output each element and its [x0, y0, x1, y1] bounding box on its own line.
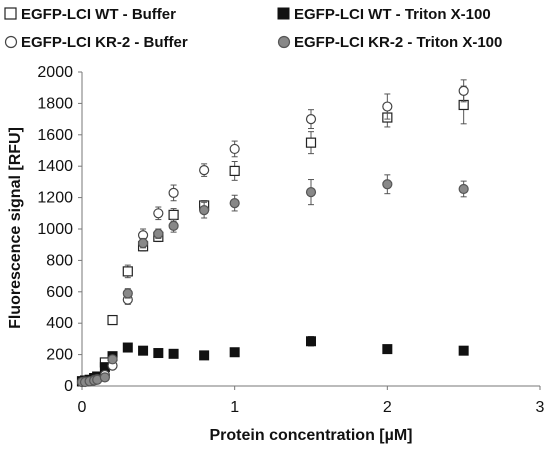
data-point [229, 143, 240, 155]
tick-labels: 0 200 400 600 800 1000 1200 1400 1600 1800 2000 0 1 2… [37, 64, 544, 416]
x-tick-label: 2 [383, 399, 392, 416]
x-axis-label: Protein concentration [µM] [210, 427, 413, 444]
data-point [168, 187, 179, 198]
axes [78, 71, 541, 390]
data-point [122, 288, 133, 299]
data-point [382, 344, 393, 355]
data-point [137, 238, 149, 249]
data-point [99, 372, 111, 383]
data-points [76, 79, 469, 388]
data-point [168, 209, 179, 220]
y-tick-label: 200 [46, 347, 73, 364]
series-1 [77, 336, 469, 387]
data-point [153, 228, 164, 239]
data-point [458, 345, 469, 356]
y-tick-label: 400 [46, 315, 73, 332]
legend-label-kr2-triton: EGFP-LCI KR-2 - Triton X-100 [294, 34, 502, 51]
data-point [458, 183, 469, 195]
y-tick-label: 2000 [37, 64, 73, 81]
data-point [199, 205, 210, 216]
legend-marker-wt-triton [277, 7, 290, 20]
data-point [122, 342, 133, 353]
data-point [305, 113, 317, 125]
data-point [153, 208, 164, 219]
y-tick-label: 800 [46, 252, 73, 269]
data-point [122, 266, 133, 277]
data-point [153, 348, 164, 359]
data-point [305, 187, 317, 198]
y-tick-label: 1000 [37, 221, 73, 238]
series-0 [76, 85, 469, 387]
series-3 [76, 174, 469, 388]
y-axis-label: Fluorescence signal [RFU] [7, 127, 24, 329]
y-tick-label: 1200 [37, 190, 73, 207]
data-point [138, 345, 149, 356]
x-tick-label: 1 [230, 399, 239, 416]
data-point [306, 336, 316, 347]
legend: EGFP-LCI WT - Buffer EGFP-LCI WT - Trito… [4, 6, 502, 51]
data-point [229, 347, 240, 358]
y-tick-label: 1400 [37, 158, 73, 175]
legend-label-kr2-buffer: EGFP-LCI KR-2 - Buffer [21, 34, 188, 51]
data-point [168, 348, 179, 359]
legend-label-wt-buffer: EGFP-LCI WT - Buffer [21, 6, 176, 23]
y-tick-label: 1600 [37, 127, 73, 144]
x-tick-label: 0 [78, 399, 87, 416]
y-tick-label: 0 [64, 378, 73, 395]
x-tick-label: 3 [536, 399, 545, 416]
legend-label-wt-triton: EGFP-LCI WT - Triton X-100 [294, 6, 491, 23]
data-point [229, 165, 240, 177]
data-point [107, 314, 118, 326]
series-2 [76, 79, 469, 388]
data-point [458, 85, 469, 96]
data-point [382, 101, 393, 112]
data-point [199, 165, 210, 176]
legend-marker-wt-buffer [4, 7, 17, 20]
data-point [107, 354, 118, 365]
legend-marker-kr2-buffer [4, 35, 18, 49]
data-point [168, 220, 179, 231]
legend-marker-kr2-triton [277, 35, 291, 49]
y-tick-label: 1800 [37, 95, 73, 112]
data-point [199, 350, 210, 361]
y-tick-label: 600 [46, 284, 73, 301]
data-point [382, 179, 393, 190]
data-point [229, 197, 240, 209]
data-point [305, 137, 317, 148]
